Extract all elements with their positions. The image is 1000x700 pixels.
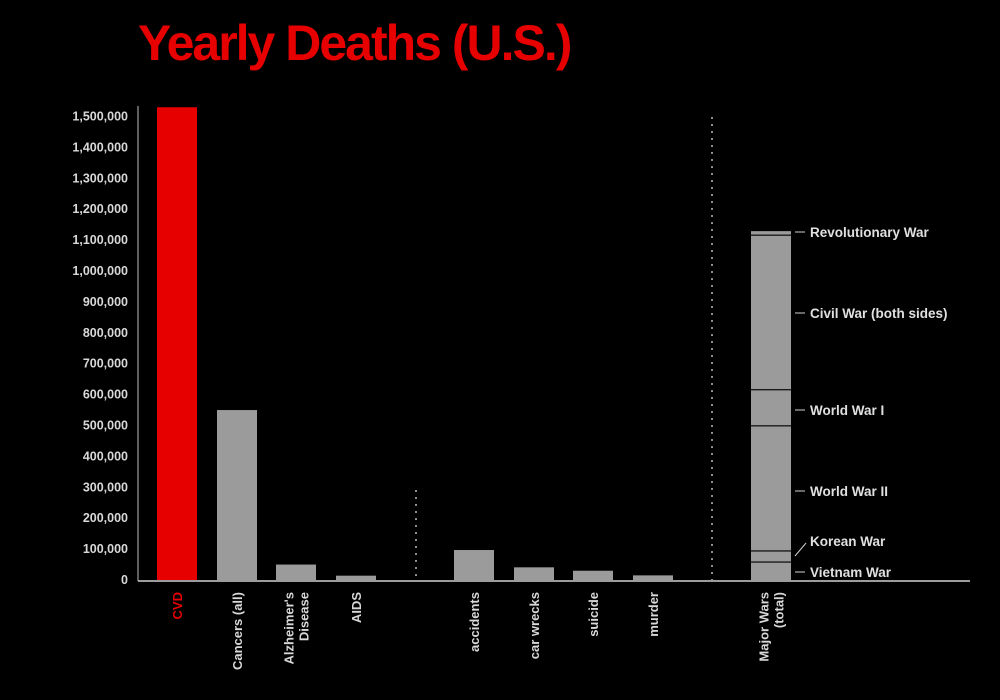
bar — [633, 575, 673, 580]
y-axis: 0 100,000 200,000 300,000 400,000 500,000 600,… — [72, 106, 970, 587]
x-tick-label: (total) — [772, 592, 787, 628]
y-tick-label: 1,400,000 — [72, 140, 128, 154]
war-segment-labels: Vietnam War Korean War World War II World W… — [794, 225, 948, 580]
war-label: Vietnam War — [810, 565, 892, 580]
group-dividers — [415, 117, 713, 580]
y-tick-label: 900,000 — [83, 295, 128, 309]
x-tick-label: Alzheimer's — [282, 592, 297, 664]
x-tick-label: murder — [646, 592, 661, 637]
bar — [336, 575, 376, 580]
y-tick-label: 800,000 — [83, 326, 128, 340]
x-tick-label: accidents — [467, 592, 482, 652]
y-tick-label: 300,000 — [83, 480, 128, 494]
bar — [454, 550, 494, 580]
bar — [217, 410, 257, 580]
war-label: Civil War (both sides) — [810, 306, 948, 321]
bar — [751, 231, 791, 580]
y-tick-label: 600,000 — [83, 388, 128, 402]
x-tick-label: Major Wars — [757, 592, 772, 662]
war-label: Revolutionary War — [810, 225, 930, 240]
x-tick-label: suicide — [586, 592, 601, 637]
war-label: Korean War — [810, 534, 886, 549]
x-tick-label: car wrecks — [527, 592, 542, 659]
bars — [157, 107, 791, 580]
bar — [573, 570, 613, 580]
x-axis-labels: CVD Cancers (all) Alzheimer's Disease AIDS ac… — [170, 592, 787, 670]
y-tick-label: 500,000 — [83, 419, 128, 433]
chart-title: Yearly Deaths (U.S.) — [138, 15, 572, 71]
leader-line — [794, 542, 807, 557]
bar — [514, 567, 554, 580]
y-tick-label: 1,000,000 — [72, 264, 128, 278]
y-tick-label: 1,100,000 — [72, 233, 128, 247]
x-tick-label: CVD — [170, 592, 185, 619]
x-tick-label: Cancers (all) — [230, 592, 245, 670]
y-tick-label: 400,000 — [83, 449, 128, 463]
y-tick-label: 100,000 — [83, 542, 128, 556]
war-label: World War II — [810, 484, 888, 499]
bar — [157, 107, 197, 580]
y-tick-label: 1,200,000 — [72, 202, 128, 216]
y-tick-label: 700,000 — [83, 357, 128, 371]
bar — [276, 564, 316, 580]
x-tick-label: Disease — [297, 592, 312, 641]
y-tick-label: 1,300,000 — [72, 171, 128, 185]
y-tick-label: 200,000 — [83, 511, 128, 525]
x-tick-label: AIDS — [349, 592, 364, 623]
y-tick-label: 1,500,000 — [72, 110, 128, 124]
y-tick-label: 0 — [121, 573, 128, 587]
war-label: World War I — [810, 403, 884, 418]
